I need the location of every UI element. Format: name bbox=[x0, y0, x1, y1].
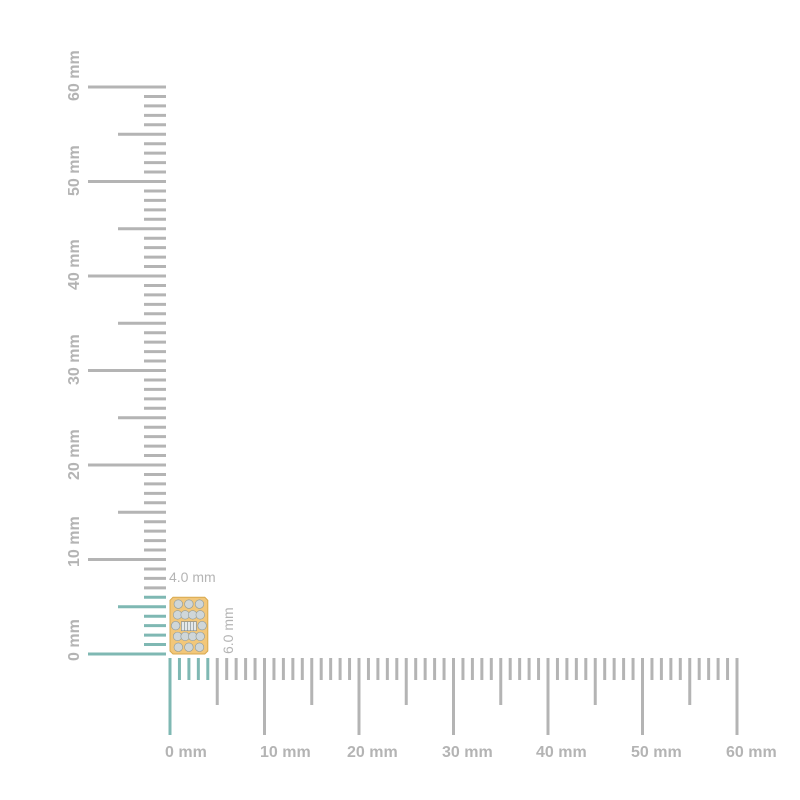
y-label-10: 10 mm bbox=[66, 516, 83, 567]
y-label-30: 30 mm bbox=[66, 334, 83, 385]
x-label-40: 40 mm bbox=[536, 744, 587, 761]
baguette-stones bbox=[181, 621, 197, 632]
diamond-stone bbox=[171, 621, 181, 631]
diamond-stone bbox=[173, 599, 183, 609]
y-label-20: 20 mm bbox=[66, 429, 83, 480]
y-label-50: 50 mm bbox=[66, 145, 83, 196]
y-label-40: 40 mm bbox=[66, 239, 83, 290]
x-label-10: 10 mm bbox=[260, 744, 311, 761]
diamond-stone bbox=[195, 631, 205, 642]
diamond-stone bbox=[173, 642, 183, 652]
diamond-stone bbox=[195, 610, 205, 620]
x-label-20: 20 mm bbox=[347, 744, 398, 761]
diamond-stone bbox=[197, 621, 207, 631]
height-dimension-label: 6.0 mm bbox=[220, 607, 236, 654]
width-dimension-label: 4.0 mm bbox=[169, 569, 216, 585]
x-label-50: 50 mm bbox=[631, 744, 682, 761]
x-label-30: 30 mm bbox=[442, 744, 493, 761]
x-label-60: 60 mm bbox=[726, 744, 777, 761]
y-label-0: 0 mm bbox=[66, 619, 83, 661]
diamond-stone bbox=[194, 599, 205, 609]
diamond-stone bbox=[194, 642, 205, 652]
y-label-60: 60 mm bbox=[66, 50, 83, 101]
x-label-0: 0 mm bbox=[165, 744, 207, 761]
diamond-stone bbox=[184, 642, 194, 652]
earring-image bbox=[169, 596, 209, 655]
diamond-stone bbox=[184, 599, 194, 609]
